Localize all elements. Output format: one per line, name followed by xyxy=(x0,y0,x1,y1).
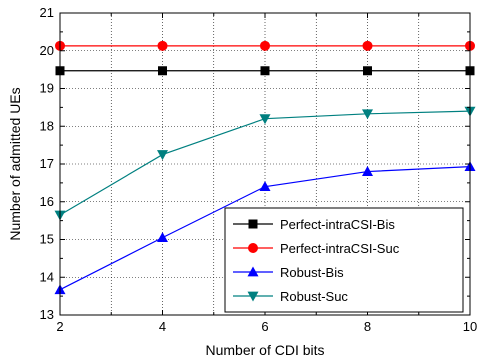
x-tick-label: 10 xyxy=(463,319,477,334)
y-tick-label: 21 xyxy=(40,5,54,20)
data-point xyxy=(158,66,167,76)
data-point xyxy=(362,109,373,120)
x-axis-label: Number of CDI bits xyxy=(205,342,324,358)
legend-label: Robust-Suc xyxy=(280,289,348,304)
data-point xyxy=(157,232,168,243)
data-point xyxy=(259,181,271,192)
y-tick-label: 16 xyxy=(40,194,54,209)
series-perfect-intracsi-bis xyxy=(55,66,475,76)
data-point xyxy=(157,150,168,161)
legend-marker xyxy=(248,219,258,229)
y-tick-label: 13 xyxy=(40,307,54,322)
series-perfect-intracsi-suc xyxy=(55,40,475,51)
x-tick-label: 4 xyxy=(159,319,166,334)
legend-item: Robust-Suc xyxy=(233,289,348,304)
data-point xyxy=(362,166,373,176)
x-tick-label: 6 xyxy=(261,319,268,334)
legend-marker xyxy=(247,266,259,277)
legend-marker xyxy=(247,291,259,302)
legend-item: Perfect-intraCSI-Bis xyxy=(233,217,395,232)
x-tick-label: 2 xyxy=(56,319,63,334)
series-robust-suc xyxy=(54,106,476,221)
y-tick-label: 14 xyxy=(40,269,54,284)
legend-item: Robust-Bis xyxy=(233,265,344,280)
legend-label: Robust-Bis xyxy=(280,265,344,280)
data-point xyxy=(259,114,271,125)
data-point xyxy=(363,66,372,76)
data-point xyxy=(260,40,270,51)
legend-label: Perfect-intraCSI-Suc xyxy=(280,241,400,256)
tick-labels: 13 14 15 16 17 18 19 20 21 2 4 6 8 10 xyxy=(40,5,478,334)
y-tick-label: 20 xyxy=(40,43,54,58)
legend-marker xyxy=(248,243,258,253)
data-point xyxy=(157,40,168,51)
legend-label: Perfect-intraCSI-Bis xyxy=(280,217,395,232)
y-tick-label: 18 xyxy=(40,118,54,133)
data-point xyxy=(362,40,373,51)
axis-ticks xyxy=(59,12,471,316)
data-point xyxy=(260,66,270,76)
y-tick-label: 17 xyxy=(40,156,54,171)
x-tick-label: 8 xyxy=(364,319,371,334)
series-layer xyxy=(54,40,476,295)
y-tick-label: 15 xyxy=(40,232,54,247)
legend: Perfect-intraCSI-Bis Perfect-intraCSI-Suc… xyxy=(224,207,464,313)
y-axis-label: Number of admitted UEs xyxy=(7,87,23,240)
legend-box xyxy=(224,207,464,313)
y-tick-label: 19 xyxy=(40,81,54,96)
legend-item: Perfect-intraCSI-Suc xyxy=(233,241,400,256)
